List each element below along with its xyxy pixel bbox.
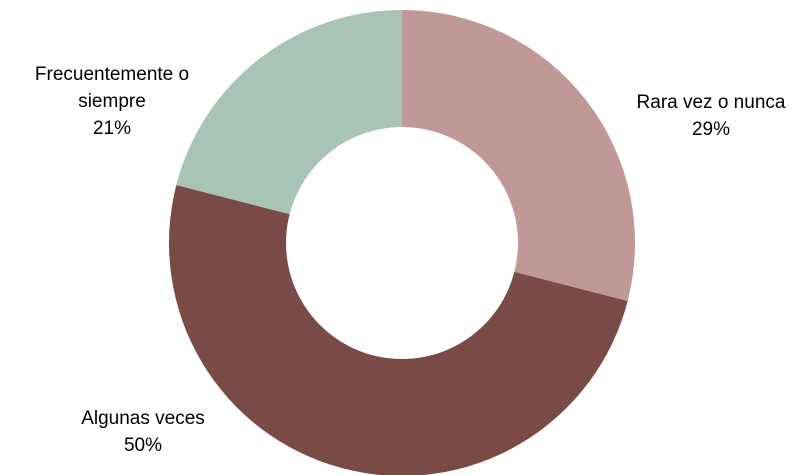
donut-slice-algunas	[169, 185, 628, 475]
slice-label-frecuente-value: 21%	[93, 118, 131, 139]
slice-labels: Rara vez o nunca 29% Algunas veces 50% F…	[35, 64, 786, 456]
slice-label-algunas-value: 50%	[124, 435, 162, 456]
donut-slice-rara	[402, 10, 635, 301]
donut-slices	[169, 10, 635, 475]
slice-label-algunas-name: Algunas veces	[81, 408, 205, 429]
slice-label-rara-value: 29%	[692, 119, 730, 140]
donut-slice-frecuente	[176, 10, 402, 215]
slice-label-frecuente-name: Frecuentemente o siempre	[35, 64, 189, 112]
slice-label-rara-name: Rara vez o nunca	[637, 92, 786, 113]
